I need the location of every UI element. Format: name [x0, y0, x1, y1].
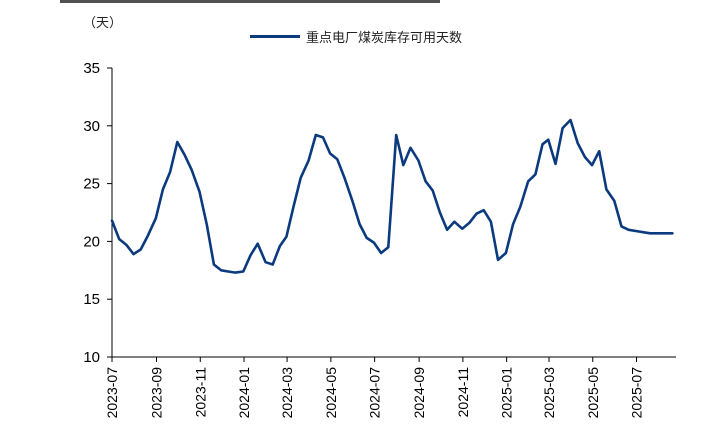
x-tick-label: 2025-07 [629, 367, 645, 419]
x-tick-label: 2024-01 [236, 367, 252, 419]
x-tick-label: 2025-01 [499, 367, 515, 419]
y-axis-unit-label: （天） [83, 16, 123, 31]
x-tick-label: 2023-09 [148, 367, 164, 419]
chart-legend: 重点电厂煤炭库存可用天数 [250, 27, 462, 46]
y-tick-label: 30 [83, 118, 100, 135]
x-tick-label: 2024-09 [411, 367, 427, 419]
x-tick-label: 2023-07 [104, 367, 120, 419]
legend-label: 重点电厂煤炭库存可用天数 [306, 31, 463, 46]
y-tick-label: 15 [83, 291, 100, 308]
x-tick-label: 2024-05 [323, 367, 339, 419]
x-tick-label: 2024-07 [367, 367, 383, 419]
y-tick-label: 35 [83, 60, 100, 77]
y-tick-label: 20 [83, 233, 100, 250]
y-tick-label: 10 [83, 349, 100, 366]
x-tick-label: 2025-03 [541, 367, 557, 419]
series-line [110, 118, 674, 274]
y-tick-label: 25 [83, 176, 100, 193]
x-tick-label: 2024-11 [455, 367, 471, 418]
x-tick-label: 2023-11 [192, 367, 208, 418]
x-tick-label: 2024-03 [279, 367, 295, 419]
cropped-title-remnant [0, 0, 680, 6]
legend-swatch [250, 35, 300, 38]
x-tick-label: 2025-05 [585, 367, 601, 419]
